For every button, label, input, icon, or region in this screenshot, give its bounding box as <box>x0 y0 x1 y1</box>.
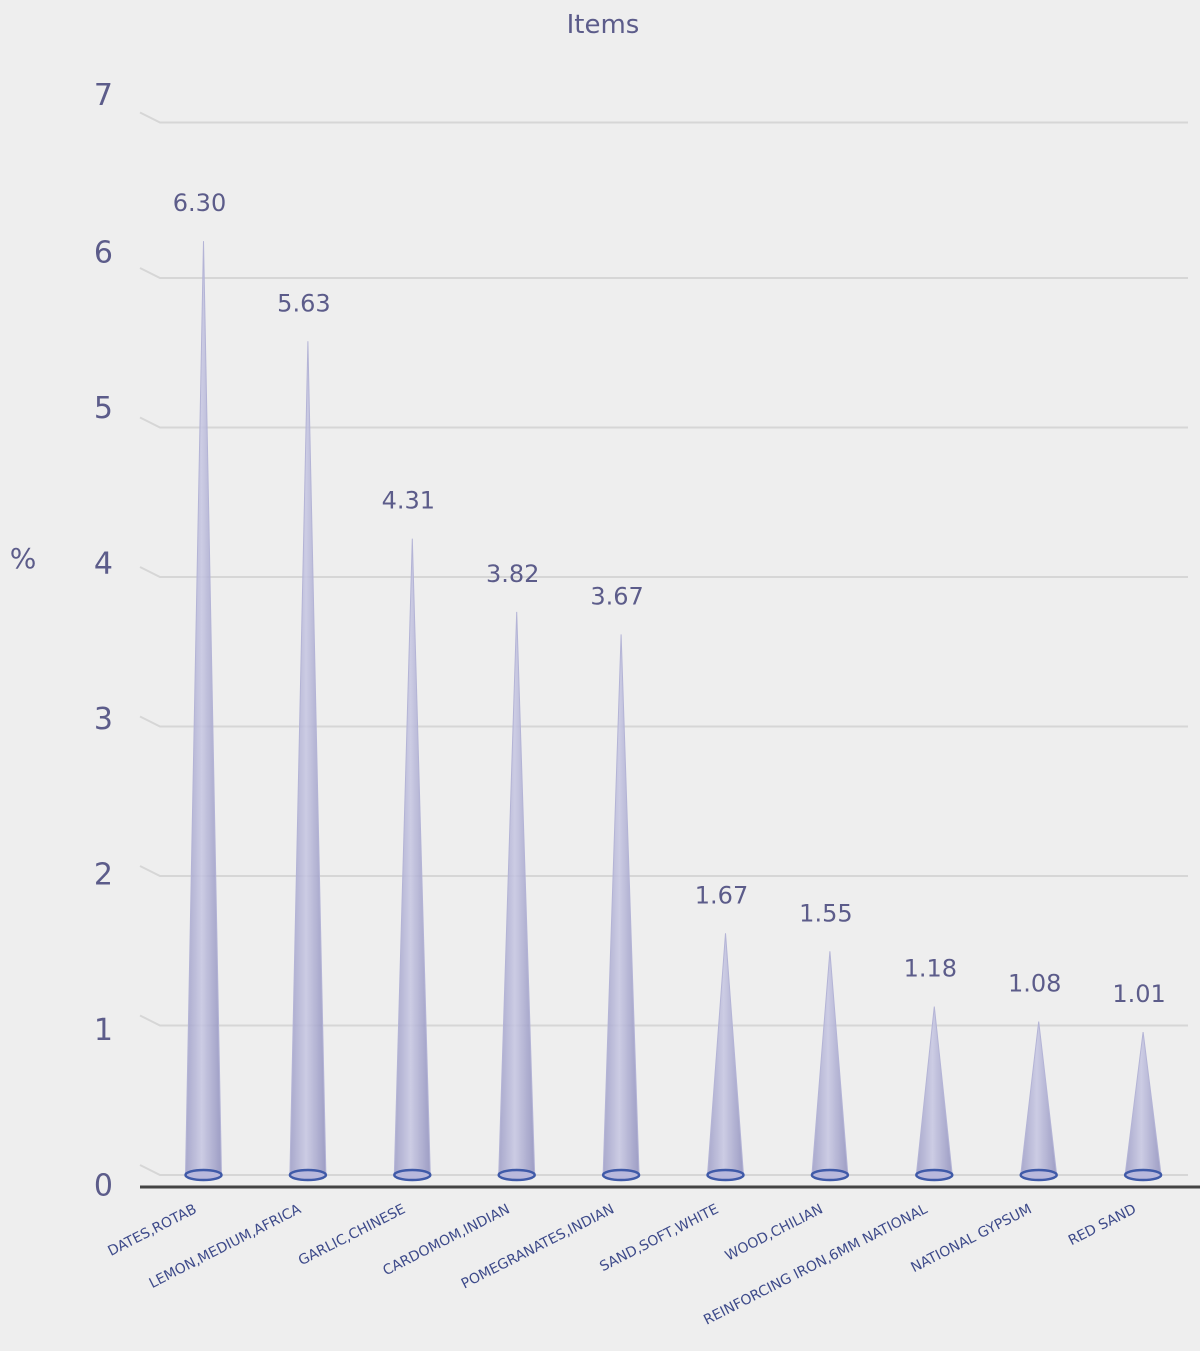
category-label: DATES,ROTAB <box>105 1201 199 1259</box>
cone-body <box>184 241 223 1176</box>
y-tick-label: 1 <box>94 1013 113 1048</box>
cone-body <box>498 611 536 1176</box>
category-label: RED SAND <box>1066 1201 1139 1249</box>
data-label: 1.67 <box>695 881 748 909</box>
data-label: 5.63 <box>277 289 330 317</box>
data-label: 1.18 <box>904 955 957 983</box>
cone-body <box>811 951 849 1176</box>
cone-bar <box>810 951 850 1182</box>
data-label: 3.82 <box>486 560 539 588</box>
y-axis-ticks: 0 1 2 3 4 5 6 7 <box>94 78 113 1204</box>
y-tick-label: 6 <box>94 236 113 271</box>
cone-body <box>393 538 431 1176</box>
cone-base <box>1019 1168 1058 1182</box>
cone-bar <box>915 1006 954 1182</box>
cone-base <box>706 1168 745 1182</box>
cone-bar <box>601 634 641 1182</box>
data-label: 1.08 <box>1008 970 1061 998</box>
cone-base <box>1123 1168 1163 1182</box>
cone-base <box>810 1168 850 1182</box>
cone-base <box>184 1168 223 1182</box>
gridlines <box>139 111 1188 1176</box>
cone-base <box>915 1168 954 1182</box>
cone-body <box>1020 1021 1058 1176</box>
data-label: 1.01 <box>1112 980 1165 1008</box>
cone-bar <box>288 341 328 1182</box>
cone-body <box>915 1006 953 1176</box>
y-axis-title: % <box>10 542 37 575</box>
y-tick-label: 0 <box>94 1169 113 1204</box>
cone-base <box>288 1168 328 1182</box>
cone-body <box>602 634 640 1176</box>
category-labels: DATES,ROTABLEMON,MEDIUM,AFRICAGARLIC,CHI… <box>105 1201 1138 1328</box>
cone-body <box>289 341 327 1176</box>
gridline <box>139 416 1188 429</box>
chart-title: Items <box>567 10 640 40</box>
gridline <box>139 865 1188 877</box>
cone-series <box>184 241 1163 1182</box>
data-label: 6.30 <box>173 189 226 217</box>
data-label: 4.31 <box>382 487 435 515</box>
gridline <box>139 566 1188 578</box>
y-tick-label: 5 <box>94 391 113 426</box>
category-label: WOOD,CHILIAN <box>723 1201 826 1264</box>
gridline <box>139 715 1188 728</box>
cone-base <box>497 1168 536 1182</box>
cone-bar <box>184 241 223 1182</box>
data-label: 1.55 <box>799 899 852 927</box>
cone-bar <box>706 933 745 1182</box>
data-label: 3.67 <box>590 582 643 610</box>
cone-bar <box>1123 1031 1163 1182</box>
y-tick-label: 3 <box>94 702 113 737</box>
data-labels: 6.30 5.63 4.31 3.82 3.67 1.67 1.55 1.18 1.08 1.01 <box>173 189 1166 1008</box>
cone-bar <box>393 538 432 1182</box>
gridline <box>139 1014 1188 1027</box>
cone-body <box>706 933 745 1176</box>
gridline <box>139 267 1188 279</box>
cone-bar <box>1019 1021 1058 1182</box>
y-tick-label: 7 <box>94 78 113 113</box>
category-label: SAND,SOFT,WHITE <box>597 1201 721 1275</box>
y-tick-label: 4 <box>94 547 113 582</box>
cone-base <box>393 1168 432 1182</box>
cone-bar <box>497 611 536 1182</box>
cone-base <box>601 1168 641 1182</box>
gridline <box>139 111 1188 124</box>
y-tick-label: 2 <box>94 858 113 893</box>
cone-body <box>1124 1031 1162 1176</box>
